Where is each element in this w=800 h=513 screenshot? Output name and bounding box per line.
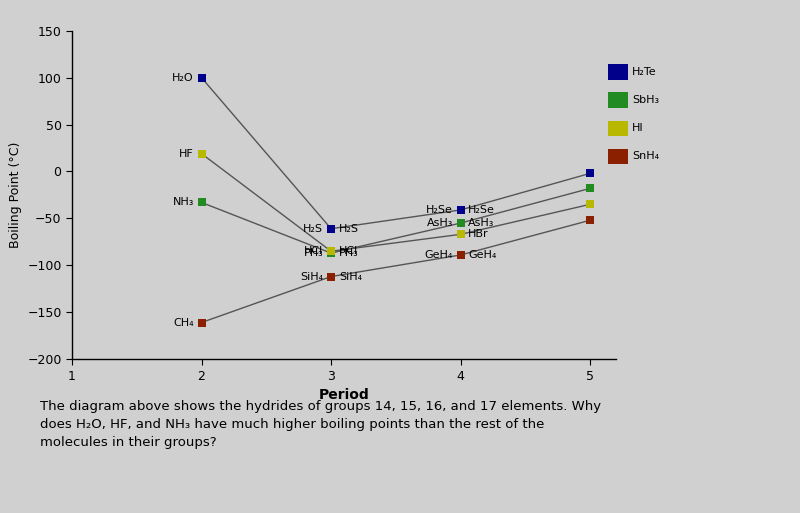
X-axis label: Period: Period — [318, 388, 370, 402]
Text: H₂S: H₂S — [303, 224, 323, 234]
Text: HI: HI — [632, 123, 644, 133]
Text: HCl: HCl — [304, 246, 323, 256]
Text: PH₃: PH₃ — [339, 248, 358, 258]
Text: HCl: HCl — [339, 246, 358, 256]
Text: HBr: HBr — [468, 229, 489, 240]
Text: PH₃: PH₃ — [303, 248, 323, 258]
Text: H₂Se: H₂Se — [468, 205, 495, 215]
Text: GeH₄: GeH₄ — [425, 250, 453, 260]
Text: AsH₃: AsH₃ — [426, 218, 453, 228]
Text: SiH₄: SiH₄ — [300, 271, 323, 282]
Text: GeH₄: GeH₄ — [468, 250, 497, 260]
Text: H₂Se: H₂Se — [426, 205, 453, 215]
Text: SnH₄: SnH₄ — [632, 151, 659, 162]
Text: SiH₄: SiH₄ — [339, 271, 362, 282]
Text: The diagram above shows the hydrides of groups 14, 15, 16, and 17 elements. Why
: The diagram above shows the hydrides of … — [40, 400, 601, 449]
Text: H₂S: H₂S — [339, 224, 359, 234]
Text: NH₃: NH₃ — [172, 198, 194, 207]
Text: HF: HF — [179, 149, 194, 159]
Y-axis label: Boiling Point (°C): Boiling Point (°C) — [9, 142, 22, 248]
Text: H₂Te: H₂Te — [632, 67, 657, 77]
Text: CH₄: CH₄ — [173, 318, 194, 327]
Text: AsH₃: AsH₃ — [468, 218, 494, 228]
Text: SbH₃: SbH₃ — [632, 95, 659, 105]
Text: H₂O: H₂O — [172, 73, 194, 83]
